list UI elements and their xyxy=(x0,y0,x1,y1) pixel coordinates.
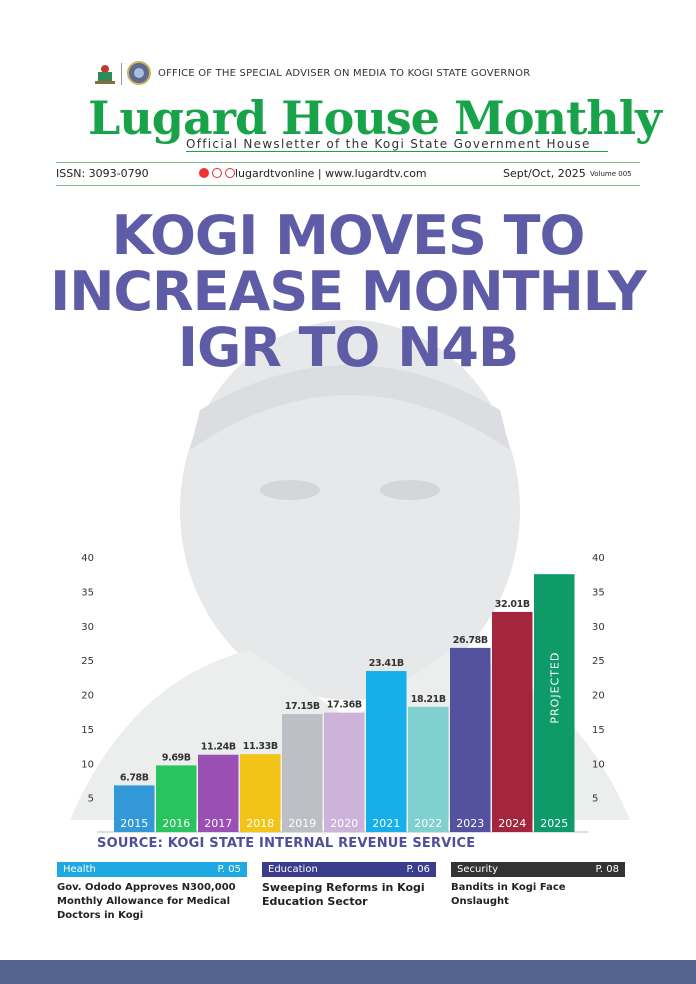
y-tick-label-left: 40 xyxy=(81,553,94,564)
teaser-title: Gov. Ododo Approves N300,000 Monthly All… xyxy=(57,882,236,921)
teaser-security[interactable]: Security P. 08 Bandits in Kogi Face Onsl… xyxy=(451,862,625,909)
category-label-2023: 2023 xyxy=(456,817,484,830)
bar-2025 xyxy=(534,574,575,832)
data-label-2021: 23.41B xyxy=(369,658,404,669)
headline-line-3: IGR TO N4B xyxy=(177,316,519,379)
y-tick-label-left: 5 xyxy=(88,794,94,805)
y-tick-label-left: 10 xyxy=(81,759,94,770)
category-label-2015: 2015 xyxy=(120,817,148,830)
category-label-2025: 2025 xyxy=(540,817,568,830)
teaser-page: P. 08 xyxy=(595,864,619,875)
footer-bar xyxy=(0,960,696,984)
y-tick-label-left: 30 xyxy=(81,622,94,633)
teaser-category-bar: Education P. 06 xyxy=(262,862,436,877)
teaser-category: Education xyxy=(268,864,318,875)
y-tick-label-left: 25 xyxy=(81,656,94,667)
x-icon[interactable] xyxy=(212,168,222,178)
facebook-icon[interactable] xyxy=(225,168,235,178)
category-label-2021: 2021 xyxy=(372,817,400,830)
headline-line-2: INCREASE MONTHLY xyxy=(50,260,647,323)
data-label-2016: 9.69B xyxy=(162,752,191,763)
y-tick-label-right: 35 xyxy=(592,587,605,598)
bar-2022 xyxy=(408,706,449,832)
category-label-2019: 2019 xyxy=(288,817,316,830)
category-label-2022: 2022 xyxy=(414,817,442,830)
masthead-subtitle: Official Newsletter of the Kogi State Go… xyxy=(186,137,591,151)
category-label-2018: 2018 xyxy=(246,817,274,830)
teaser-category-bar: Security P. 08 xyxy=(451,862,625,877)
bar-2016 xyxy=(156,765,197,832)
category-label-2020: 2020 xyxy=(330,817,358,830)
teaser-page: P. 06 xyxy=(406,864,430,875)
bar-2021 xyxy=(366,671,407,832)
info-strip-bottom-rule xyxy=(56,185,640,186)
teaser-title: Sweeping Reforms in Kogi Education Secto… xyxy=(262,881,425,908)
category-label-2016: 2016 xyxy=(162,817,190,830)
teaser-title: Bandits in Kogi Face Onslaught xyxy=(451,882,566,907)
headline-line-1: KOGI MOVES TO xyxy=(111,204,586,267)
y-tick-label-right: 25 xyxy=(592,656,605,667)
chart-source: SOURCE: KOGI STATE INTERNAL REVENUE SERV… xyxy=(97,836,476,851)
y-tick-label-right: 40 xyxy=(592,553,605,564)
headline: KOGI MOVES TO INCREASE MONTHLY IGR TO N4… xyxy=(0,208,696,376)
government-house-seal-icon xyxy=(127,61,151,85)
data-label-2015: 6.78B xyxy=(120,772,149,783)
teaser-education[interactable]: Education P. 06 Sweeping Reforms in Kogi… xyxy=(262,862,436,909)
social-icons xyxy=(199,168,235,178)
data-label-2022: 18.21B xyxy=(411,694,446,705)
data-label-2019: 17.15B xyxy=(285,701,320,712)
data-label-2018: 11.33B xyxy=(243,741,278,752)
youtube-icon[interactable] xyxy=(199,168,209,178)
data-label-2020: 17.36B xyxy=(327,700,362,711)
masthead-title: Lugard House Monthly xyxy=(88,91,662,145)
bar-2020 xyxy=(324,712,365,832)
y-tick-label-right: 30 xyxy=(592,622,605,633)
teaser-health[interactable]: Health P. 05 Gov. Ododo Approves N300,00… xyxy=(57,862,247,923)
teaser-category: Health xyxy=(63,864,96,875)
category-label-2024: 2024 xyxy=(498,817,526,830)
y-tick-label-left: 35 xyxy=(81,587,94,598)
nigeria-coat-of-arms-icon xyxy=(95,65,115,84)
y-tick-label-left: 20 xyxy=(81,691,94,702)
y-tick-label-left: 15 xyxy=(81,725,94,736)
info-strip-top-rule xyxy=(56,162,640,163)
y-tick-label-right: 5 xyxy=(592,794,598,805)
bar-2024 xyxy=(492,611,533,832)
projected-label: PROJECTED xyxy=(548,652,561,724)
y-tick-label-right: 15 xyxy=(592,725,605,736)
data-label-2024: 32.01B xyxy=(495,599,530,610)
bar-2023 xyxy=(450,647,491,832)
category-label-2017: 2017 xyxy=(204,817,232,830)
y-tick-label-right: 20 xyxy=(592,691,605,702)
bar-2018 xyxy=(240,754,281,832)
website-label: lugardtvonline | www.lugardtv.com xyxy=(235,167,427,180)
office-title: OFFICE OF THE SPECIAL ADVISER ON MEDIA T… xyxy=(158,68,531,79)
bar-2015 xyxy=(114,785,155,832)
teaser-category: Security xyxy=(457,864,499,875)
header-divider xyxy=(121,63,122,85)
teaser-page: P. 05 xyxy=(217,864,241,875)
volume-label: Volume 005 xyxy=(590,170,632,178)
issue-date: Sept/Oct, 2025 xyxy=(503,167,586,180)
bar-2019 xyxy=(282,714,323,832)
y-tick-label-right: 10 xyxy=(592,759,605,770)
issn-label: ISSN: 3093-0790 xyxy=(56,167,149,180)
data-label-2017: 11.24B xyxy=(201,742,236,753)
masthead-underline xyxy=(186,151,608,152)
teaser-category-bar: Health P. 05 xyxy=(57,862,247,877)
bar-2017 xyxy=(198,754,239,832)
data-label-2023: 26.78B xyxy=(453,635,488,646)
